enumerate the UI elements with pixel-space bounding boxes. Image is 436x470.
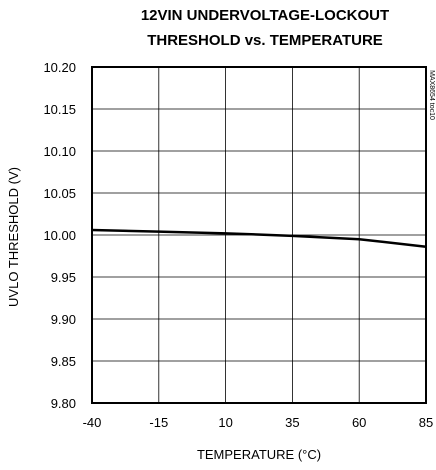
- chart-title-line-2: THRESHOLD vs. TEMPERATURE: [147, 32, 383, 49]
- chart-title-line-1: 12VIN UNDERVOLTAGE-LOCKOUT: [140, 7, 390, 24]
- series-group: [91, 228, 427, 249]
- y-tick-label: 10.15: [43, 102, 76, 117]
- series-line: [91, 228, 427, 249]
- x-tick-label: 10: [218, 415, 232, 430]
- plot-frame: [91, 66, 427, 404]
- x-tick-label: 85: [419, 415, 433, 430]
- watermark-text: MAX8654 toc10: [428, 70, 435, 120]
- y-tick-label: 9.90: [51, 312, 76, 327]
- y-tick-label: 9.85: [51, 354, 76, 369]
- y-tick-label: 10.05: [43, 186, 76, 201]
- x-tick-label: 35: [285, 415, 299, 430]
- x-tick-label: -15: [149, 415, 168, 430]
- y-axis-label: UVLO THRESHOLD (V): [6, 167, 21, 307]
- grid: [92, 67, 426, 403]
- x-tick-label: 60: [352, 415, 366, 430]
- x-tick-label: -40: [83, 415, 102, 430]
- y-tick-label: 9.80: [51, 396, 76, 411]
- y-tick-label: 9.95: [51, 270, 76, 285]
- ticks-group: -40 -15 10 35 60 85 9.80 9.85 9.90 9.95 10.00 10.05…: [43, 60, 433, 430]
- y-tick-label: 10.20: [43, 60, 76, 75]
- y-tick-label: 10.00: [43, 228, 76, 243]
- x-axis-label: TEMPERATURE (°C): [197, 447, 321, 462]
- y-tick-label: 10.10: [43, 144, 76, 159]
